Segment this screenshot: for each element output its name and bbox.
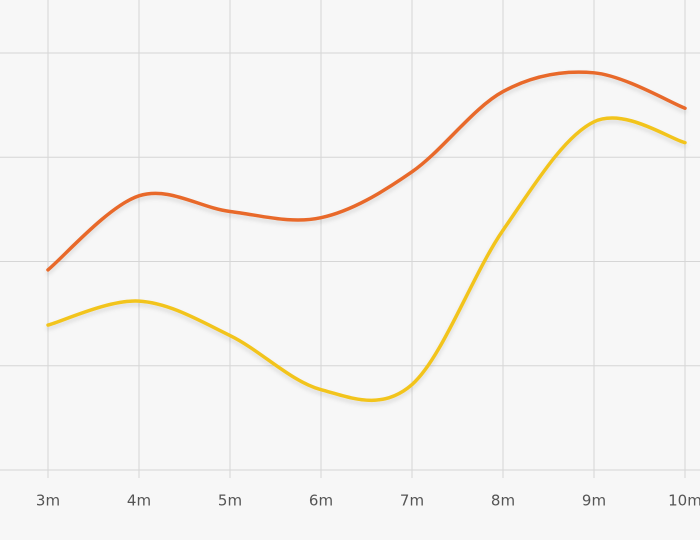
x-tick-label: 8m <box>491 492 515 510</box>
x-tick-label: 7m <box>400 492 424 510</box>
x-tick-label: 10m <box>668 492 700 510</box>
series-line <box>46 116 687 403</box>
x-tick-label: 4m <box>127 492 151 510</box>
series-line <box>46 70 687 272</box>
x-tick-label: 9m <box>582 492 606 510</box>
x-tick-label: 3m <box>36 492 60 510</box>
x-tick-label: 6m <box>309 492 333 510</box>
x-tick-label: 5m <box>218 492 242 510</box>
